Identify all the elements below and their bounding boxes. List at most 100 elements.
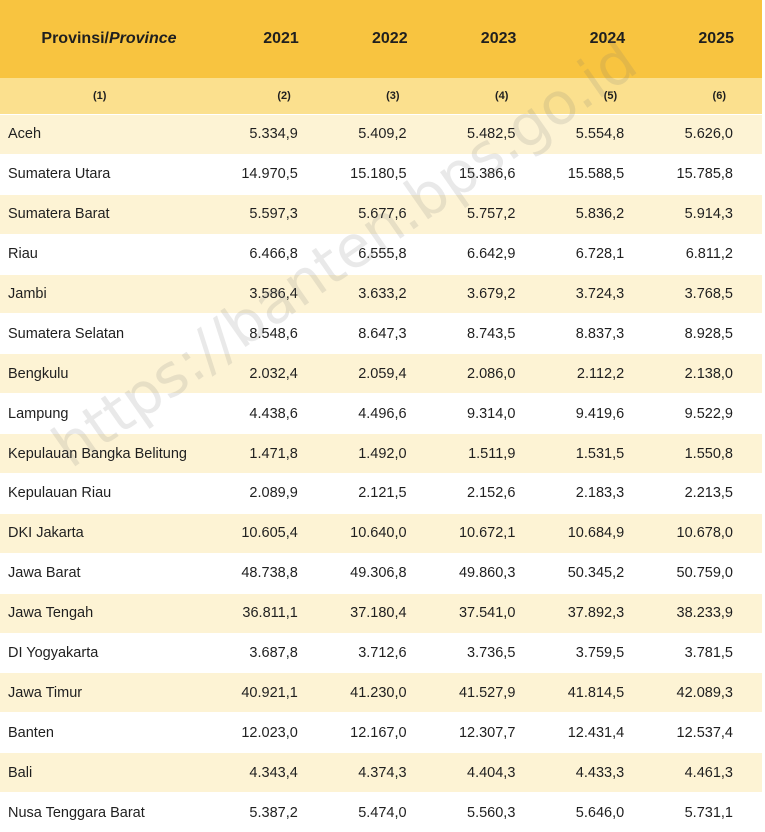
value-cell: 9.522,9 [653,394,762,434]
value-cell: 5.409,2 [327,115,436,155]
value-cell: 3.759,5 [544,633,653,673]
province-header: Provinsi/Province [0,0,218,78]
value-cell: 6.555,8 [327,234,436,274]
value-cell: 4.461,3 [653,753,762,793]
province-name: Bali [0,753,218,793]
value-cell: 15.588,5 [544,154,653,194]
value-cell: 2.121,5 [327,474,436,514]
value-cell: 4.496,6 [327,394,436,434]
value-cell: 50.759,0 [653,553,762,593]
value-cell: 9.314,0 [436,394,545,434]
value-cell: 14.970,5 [218,154,327,194]
column-number: (6) [653,78,762,115]
value-cell: 3.768,5 [653,274,762,314]
province-name: Riau [0,234,218,274]
value-cell: 37.180,4 [327,593,436,633]
value-cell: 10.684,9 [544,513,653,553]
province-name: Jawa Tengah [0,593,218,633]
value-cell: 2.213,5 [653,474,762,514]
column-number: (3) [327,78,436,115]
value-cell: 38.233,9 [653,593,762,633]
document-page: Provinsi/Province 2021 2022 2023 2024 20… [0,0,765,810]
value-cell: 15.386,6 [436,154,545,194]
value-cell: 4.433,3 [544,753,653,793]
year-header: 2023 [436,0,545,78]
province-name: DI Yogyakarta [0,633,218,673]
value-cell: 5.914,3 [653,194,762,234]
province-name: Kepulauan Bangka Belitung [0,434,218,474]
value-cell: 40.921,1 [218,673,327,713]
value-cell: 3.687,8 [218,633,327,673]
value-cell: 12.431,4 [544,713,653,753]
province-name: Sumatera Utara [0,154,218,194]
value-cell: 49.306,8 [327,553,436,593]
value-cell: 2.032,4 [218,354,327,394]
year-header: 2022 [327,0,436,78]
value-cell: 1.531,5 [544,434,653,474]
value-cell: 10.672,1 [436,513,545,553]
value-cell: 5.836,2 [544,194,653,234]
value-cell: 8.928,5 [653,314,762,354]
value-cell: 2.086,0 [436,354,545,394]
value-cell: 41.814,5 [544,673,653,713]
value-cell: 5.334,9 [218,115,327,155]
province-name: Jawa Timur [0,673,218,713]
value-cell: 5.554,8 [544,115,653,155]
column-number: (1) [0,78,218,115]
value-cell: 15.785,8 [653,154,762,194]
value-cell: 48.738,8 [218,553,327,593]
value-cell: 3.633,2 [327,274,436,314]
value-cell: 8.548,6 [218,314,327,354]
value-cell: 3.781,5 [653,633,762,673]
value-cell: 10.678,0 [653,513,762,553]
value-cell: 1.471,8 [218,434,327,474]
value-cell: 41.230,0 [327,673,436,713]
value-cell: 12.307,7 [436,713,545,753]
value-cell: 2.059,4 [327,354,436,394]
value-cell: 1.511,9 [436,434,545,474]
province-name: Sumatera Selatan [0,314,218,354]
value-cell: 3.712,6 [327,633,436,673]
value-cell: 41.527,9 [436,673,545,713]
value-cell: 37.541,0 [436,593,545,633]
value-cell: 5.597,3 [218,194,327,234]
value-cell: 15.180,5 [327,154,436,194]
year-header: 2024 [544,0,653,78]
value-cell: 2.112,2 [544,354,653,394]
value-cell: 1.550,8 [653,434,762,474]
value-cell: 9.419,6 [544,394,653,434]
value-cell: 10.605,4 [218,513,327,553]
value-cell: 5.646,0 [544,793,653,832]
province-name: Jawa Barat [0,553,218,593]
value-cell: 5.482,5 [436,115,545,155]
column-number: (4) [436,78,545,115]
value-cell: 3.736,5 [436,633,545,673]
province-name: Lampung [0,394,218,434]
value-cell: 49.860,3 [436,553,545,593]
value-cell: 12.537,4 [653,713,762,753]
header-row: Provinsi/Province 2021 2022 2023 2024 20… [0,0,762,78]
value-cell: 2.138,0 [653,354,762,394]
province-header-label-en: Province [109,30,177,47]
value-cell: 6.642,9 [436,234,545,274]
value-cell: 5.731,1 [653,793,762,832]
province-name: Jambi [0,274,218,314]
value-cell: 2.089,9 [218,474,327,514]
value-cell: 6.466,8 [218,234,327,274]
value-cell: 12.023,0 [218,713,327,753]
value-cell: 5.677,6 [327,194,436,234]
value-cell: 1.492,0 [327,434,436,474]
value-cell: 50.345,2 [544,553,653,593]
